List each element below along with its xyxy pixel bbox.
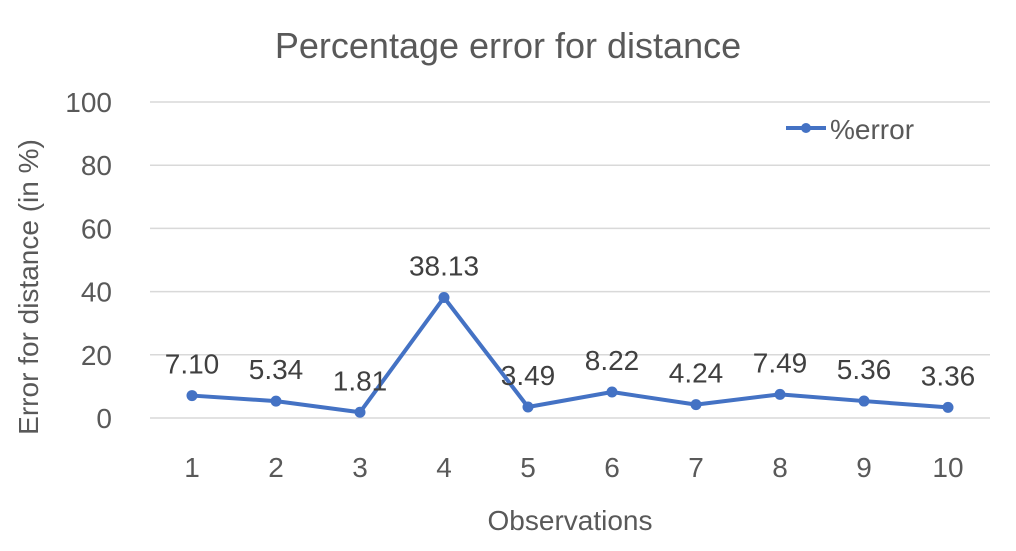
series-group xyxy=(186,292,954,418)
legend: %error xyxy=(786,114,914,145)
data-point xyxy=(354,406,366,418)
y-tick-label: 100 xyxy=(65,87,112,118)
data-point xyxy=(942,401,954,413)
gridlines xyxy=(150,101,990,419)
x-axis-ticks: 1 2 3 4 5 6 7 8 9 10 xyxy=(184,452,963,483)
data-point xyxy=(774,388,786,400)
x-tick-label: 7 xyxy=(688,452,704,483)
data-point xyxy=(858,395,870,407)
x-tick-label: 10 xyxy=(932,452,963,483)
y-axis-title: Error for distance (in %) xyxy=(13,139,44,435)
x-tick-label: 6 xyxy=(604,452,620,483)
data-point xyxy=(690,399,702,411)
legend-label: %error xyxy=(830,114,914,145)
legend-marker xyxy=(801,123,811,133)
y-tick-label: 0 xyxy=(96,403,112,434)
y-tick-label: 20 xyxy=(81,340,112,371)
data-point xyxy=(606,386,618,398)
y-tick-label: 80 xyxy=(81,150,112,181)
x-tick-label: 2 xyxy=(268,452,284,483)
series-line xyxy=(191,295,949,415)
data-label: 3.36 xyxy=(921,360,976,391)
data-label: 4.24 xyxy=(669,358,724,389)
y-tick-label: 60 xyxy=(81,213,112,244)
x-tick-label: 9 xyxy=(856,452,872,483)
data-labels: 7.10 5.34 1.81 38.13 3.49 8.22 4.24 7.49 5.36 3.3… xyxy=(165,251,976,397)
data-label: 7.10 xyxy=(165,349,220,380)
y-tick-label: 40 xyxy=(81,277,112,308)
x-tick-label: 4 xyxy=(436,452,452,483)
x-tick-label: 1 xyxy=(184,452,200,483)
x-tick-label: 3 xyxy=(352,452,368,483)
x-axis-title: Observations xyxy=(488,505,653,536)
chart-title: Percentage error for distance xyxy=(275,25,741,66)
data-point xyxy=(270,395,282,407)
data-label: 38.13 xyxy=(409,251,479,282)
data-label: 5.34 xyxy=(249,354,304,385)
data-point xyxy=(438,292,450,304)
data-label: 5.36 xyxy=(837,354,892,385)
x-tick-label: 8 xyxy=(772,452,788,483)
data-point xyxy=(186,390,198,402)
x-tick-label: 5 xyxy=(520,452,536,483)
data-label: 1.81 xyxy=(333,365,388,396)
data-label: 8.22 xyxy=(585,345,640,376)
data-point xyxy=(522,401,534,413)
data-label: 7.49 xyxy=(753,347,808,378)
data-label: 3.49 xyxy=(501,360,556,391)
y-axis-ticks: 0 20 40 60 80 100 xyxy=(65,87,112,434)
